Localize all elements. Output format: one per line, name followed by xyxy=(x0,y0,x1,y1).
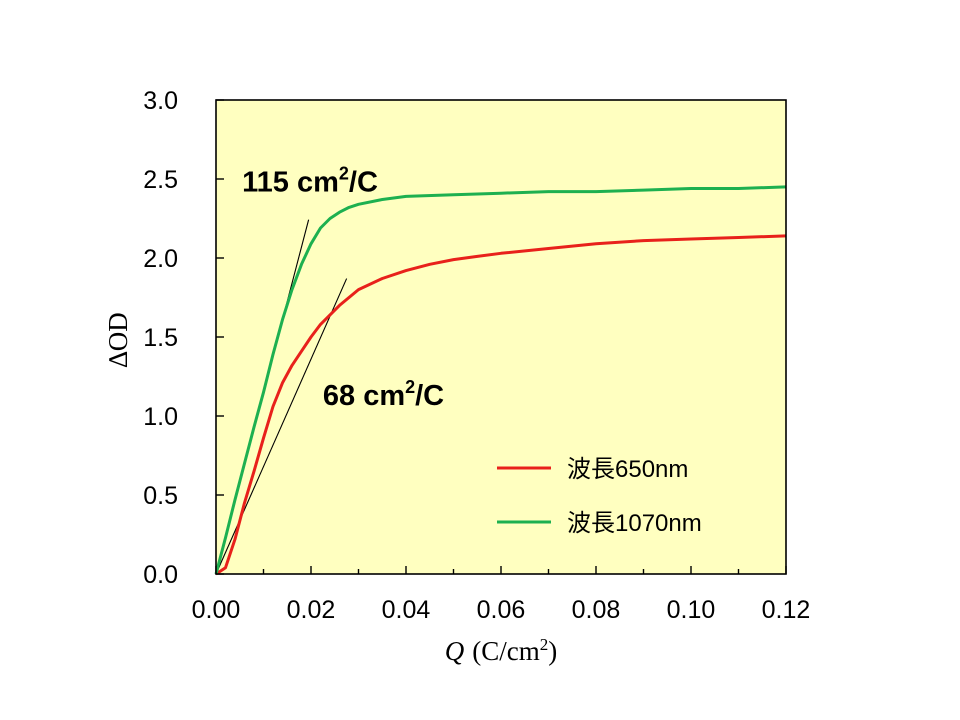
legend-label: 波長650nm xyxy=(567,456,688,483)
x-tick-label: 0.12 xyxy=(762,596,811,624)
x-axis-label: Q (C/cm2) xyxy=(445,635,558,666)
legend: 波長650nm 波長1070nm xyxy=(497,456,702,537)
y-axis-label-delta: ∆ xyxy=(103,351,133,368)
y-tick-label: 1.0 xyxy=(143,403,178,431)
y-tick-label: 1.5 xyxy=(143,324,178,352)
x-tick-label: 0.06 xyxy=(477,596,526,624)
y-tick-label: 0.5 xyxy=(143,482,178,510)
x-tick-label: 0.10 xyxy=(667,596,716,624)
y-tick-label: 0.0 xyxy=(143,561,178,589)
x-axis-label-var: Q xyxy=(445,636,465,666)
x-tick-label: 0.02 xyxy=(287,596,336,624)
y-tick-label: 2.0 xyxy=(143,245,178,273)
y-axis-label-text: OD xyxy=(103,312,133,351)
x-tick-label: 0.00 xyxy=(192,596,241,624)
slope-annotation: 115 cm2/C xyxy=(242,164,378,199)
legend-label: 波長1070nm xyxy=(567,510,702,537)
slope-annotation: 68 cm2/C xyxy=(323,377,444,412)
x-tick-label: 0.08 xyxy=(572,596,621,624)
series-lines xyxy=(214,185,787,576)
x-axis-label-sup: 2 xyxy=(540,635,549,654)
y-axis-label: ∆OD xyxy=(103,312,133,368)
series-line-2 xyxy=(214,185,787,575)
slope-annotations: 115 cm2/C 68 cm2/C xyxy=(242,164,444,412)
plot-frame xyxy=(215,99,787,575)
x-tick-label: 0.04 xyxy=(382,596,431,624)
y-tick-label: 2.5 xyxy=(143,166,178,194)
x-axis-label-close: ) xyxy=(548,636,557,666)
series-line-1 xyxy=(215,234,787,576)
x-axis-label-unit: (C/cm xyxy=(472,636,540,666)
tick-labels: 0.00 0.02 0.04 0.06 0.08 0.10 0.12 0.0 0.5 1.0 1.5… xyxy=(143,87,810,624)
y-tick-label: 3.0 xyxy=(143,87,178,115)
